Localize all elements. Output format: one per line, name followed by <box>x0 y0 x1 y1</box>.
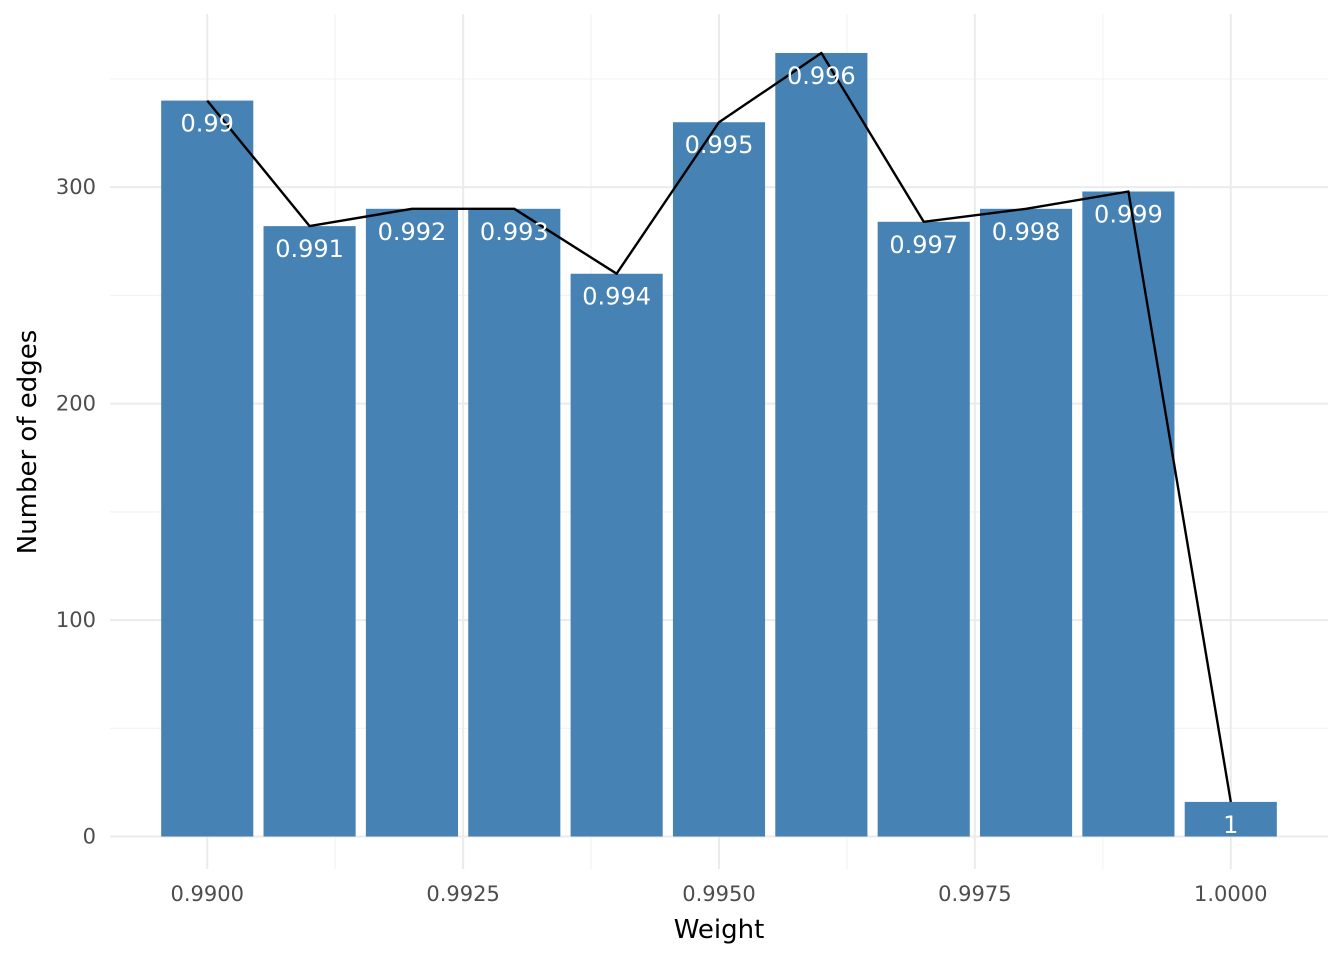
bar-value-label: 0.995 <box>685 131 754 159</box>
trend-line-path <box>206 51 1232 803</box>
bar-value-label: 0.993 <box>480 218 549 246</box>
y-tick-label: 0 <box>83 825 96 849</box>
x-tick-label: 0.9900 <box>170 882 243 906</box>
bar-labels: 0.99 0.991 0.992 0.993 0.994 0.995 0.996 0.997 0… <box>181 62 1239 839</box>
bar <box>263 226 356 837</box>
bar <box>672 122 766 837</box>
bar <box>877 221 970 837</box>
bar-value-label: 0.999 <box>1094 200 1163 228</box>
bar <box>980 208 1073 837</box>
bar <box>365 208 458 837</box>
bar <box>1184 801 1277 837</box>
bar <box>1082 191 1175 837</box>
x-tick-label: 1.0000 <box>1194 882 1267 906</box>
x-tick-label: 0.9950 <box>682 882 755 906</box>
bar-value-label: 0.991 <box>275 235 344 263</box>
bar-value-label: 1 <box>1223 811 1238 839</box>
y-axis-ticks: 0 100 200 300 <box>56 175 96 848</box>
bar-value-label: 0.996 <box>787 62 856 90</box>
x-tick-label: 0.9925 <box>426 882 499 906</box>
x-tick-label: 0.9975 <box>938 882 1011 906</box>
bar-value-label: 0.99 <box>181 110 234 138</box>
bar <box>161 100 254 837</box>
bar-value-label: 0.994 <box>582 283 651 311</box>
trend-line <box>206 51 1232 803</box>
x-axis-ticks: 0.9900 0.9925 0.9950 0.9975 1.0000 <box>170 882 1267 906</box>
bar-value-label: 0.998 <box>992 218 1061 246</box>
y-axis-title: Number of edges <box>13 330 43 555</box>
y-tick-label: 300 <box>56 175 96 199</box>
bar-value-label: 0.997 <box>889 231 958 259</box>
bar-value-label: 0.992 <box>378 218 447 246</box>
bar <box>570 273 663 837</box>
y-tick-label: 200 <box>56 392 96 416</box>
bars <box>161 52 1277 837</box>
x-axis-title: Weight <box>674 915 765 945</box>
bar <box>468 208 561 837</box>
bar <box>775 52 868 837</box>
y-tick-label: 100 <box>56 608 96 632</box>
